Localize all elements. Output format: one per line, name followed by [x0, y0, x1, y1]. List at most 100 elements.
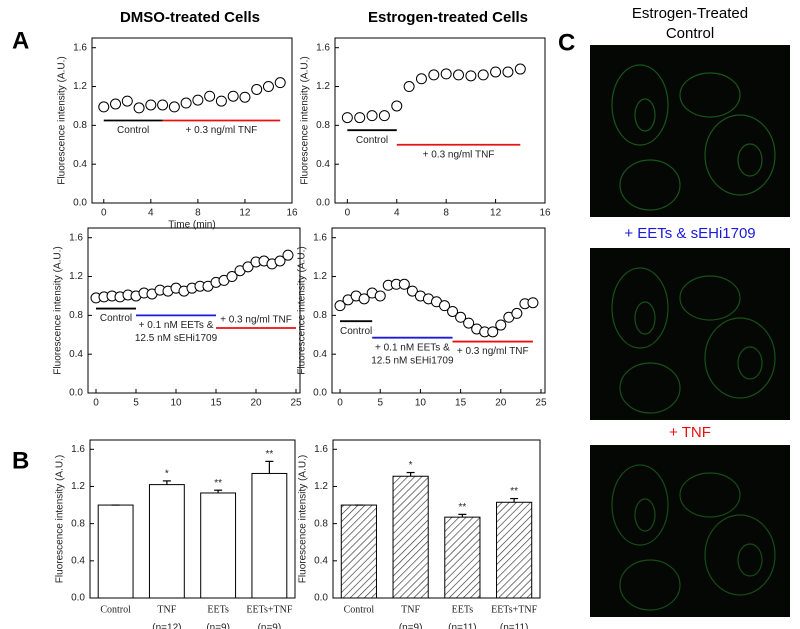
- data-point: [354, 112, 366, 124]
- y-tick-label: 0.8: [314, 518, 328, 529]
- panel-label: B: [12, 447, 29, 474]
- significance: **: [510, 486, 518, 497]
- data-point: [226, 271, 238, 283]
- y-tick-label: 0.4: [313, 349, 327, 360]
- image-caption: Control: [666, 25, 714, 42]
- micrograph: [590, 445, 790, 617]
- micrographs: [590, 45, 790, 617]
- data-point: [227, 90, 239, 102]
- x-tick-label: EETs: [207, 604, 229, 615]
- data-point: [366, 110, 378, 122]
- data-point: [168, 101, 180, 113]
- significance: **: [265, 449, 273, 460]
- x-tick-label: 0: [101, 208, 107, 219]
- micrograph: [590, 248, 790, 420]
- y-tick-label: 0.8: [69, 310, 83, 321]
- y-axis-label: Fluorescence intensity (A.U.): [57, 56, 68, 184]
- n-label: (n=11): [448, 623, 476, 629]
- y-axis-label: Fluorescence intensity (A.U.): [53, 246, 64, 374]
- condition-label: Control: [356, 135, 388, 146]
- y-tick-label: 1.2: [69, 271, 83, 282]
- y-tick-label: 0.0: [73, 198, 87, 209]
- data-point: [439, 300, 451, 312]
- condition-label: Control: [117, 125, 149, 136]
- data-point: [477, 69, 489, 81]
- y-tick-label: 0.4: [314, 555, 328, 566]
- n-label: (n=12): [152, 623, 181, 629]
- plot-frame: [334, 37, 546, 204]
- data-point: [428, 69, 440, 81]
- n-label: (n=9): [258, 623, 282, 629]
- condition-label: + 0.3 ng/ml TNF: [457, 346, 529, 357]
- x-tick-label: 25: [290, 398, 302, 409]
- condition-label: + 0.3 ng/ml TNF: [423, 149, 495, 160]
- data-point: [215, 95, 227, 107]
- x-tick-label: 15: [210, 398, 222, 409]
- x-tick-label: 12: [490, 208, 502, 219]
- data-point: [121, 95, 133, 107]
- n-label: (n=11): [500, 623, 528, 629]
- condition-label: + 0.1 nM EETs &: [375, 342, 450, 353]
- y-tick-label: 0.4: [73, 159, 87, 170]
- y-axis-label: Fluorescence intensity (A.U.): [297, 246, 308, 374]
- x-tick-label: 8: [443, 208, 449, 219]
- x-tick-label: 10: [415, 398, 427, 409]
- data-point: [192, 94, 204, 106]
- data-point: [511, 307, 523, 319]
- data-point: [495, 319, 507, 331]
- data-point: [110, 98, 122, 110]
- x-tick-label: 25: [535, 398, 547, 409]
- data-point: [487, 326, 499, 338]
- x-tick-label: TNF: [157, 604, 176, 615]
- data-point: [180, 97, 192, 109]
- y-tick-label: 0.4: [69, 349, 83, 360]
- y-tick-label: 0.4: [71, 555, 85, 566]
- data-point: [415, 73, 427, 85]
- data-point: [242, 261, 254, 273]
- x-tick-label: 8: [195, 208, 201, 219]
- condition-label: + 0.3 ng/ml TNF: [186, 125, 258, 136]
- y-tick-label: 0.4: [316, 159, 330, 170]
- data-point: [463, 317, 475, 329]
- data-point: [239, 91, 251, 103]
- panel-label: A: [12, 27, 29, 54]
- image-caption: Estrogen-Treated: [632, 5, 748, 22]
- y-tick-label: 0.0: [71, 593, 85, 604]
- x-tick-label: Control: [100, 604, 131, 615]
- y-tick-label: 1.6: [71, 444, 85, 455]
- y-tick-label: 0.8: [313, 310, 327, 321]
- panel-label: C: [558, 29, 575, 56]
- y-tick-label: 0.0: [313, 388, 327, 399]
- image-caption: + TNF: [669, 424, 711, 441]
- y-tick-label: 1.2: [71, 481, 85, 492]
- x-tick-label: 0: [345, 208, 351, 219]
- data-point: [514, 63, 526, 75]
- x-tick-label: 12: [239, 208, 251, 219]
- data-point: [455, 311, 467, 323]
- data-point: [204, 90, 216, 102]
- y-tick-label: 1.6: [69, 232, 83, 243]
- data-point: [490, 66, 502, 78]
- data-point: [145, 99, 157, 111]
- bar: [200, 492, 237, 599]
- condition-label: Control: [100, 313, 132, 324]
- data-point: [527, 297, 539, 309]
- y-tick-label: 1.6: [314, 444, 328, 455]
- x-tick-label: 5: [133, 398, 139, 409]
- plot-frame: [331, 227, 546, 394]
- x-tick-label: 20: [250, 398, 262, 409]
- y-tick-label: 1.2: [73, 81, 87, 92]
- condition-label: 12.5 nM sEHi1709: [135, 333, 218, 344]
- x-tick-label: EETs: [452, 604, 474, 615]
- y-tick-label: 1.2: [316, 81, 330, 92]
- n-label: (n=9): [206, 623, 230, 629]
- x-tick-label: 4: [148, 208, 154, 219]
- y-tick-label: 0.0: [314, 593, 328, 604]
- data-point: [358, 293, 370, 305]
- significance: *: [409, 460, 413, 471]
- data-point: [447, 305, 459, 317]
- y-tick-label: 0.8: [316, 120, 330, 131]
- x-tick-label: 20: [495, 398, 507, 409]
- condition-label: + 0.1 nM EETs &: [139, 320, 214, 331]
- bar: [148, 484, 185, 599]
